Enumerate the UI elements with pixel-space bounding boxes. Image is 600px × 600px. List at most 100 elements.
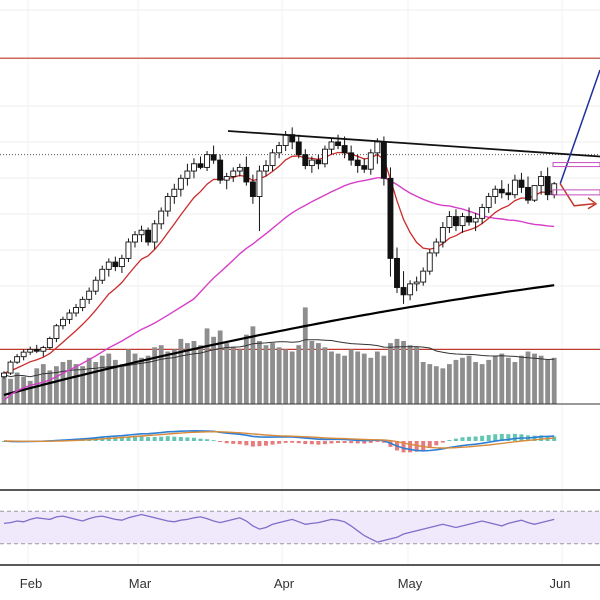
candle-up — [151, 223, 158, 243]
volume-bar — [525, 351, 531, 404]
volume-bar — [93, 362, 99, 404]
candle-down — [249, 181, 256, 197]
macd-histogram-bar — [368, 441, 373, 443]
volume-bar — [374, 351, 380, 404]
candle-up — [269, 152, 276, 167]
candle-down — [518, 179, 525, 188]
volume-bar — [479, 364, 485, 404]
volume-bar — [1, 374, 7, 404]
volume-bar — [243, 334, 249, 404]
candle-down — [315, 159, 322, 165]
volume-bar — [86, 357, 92, 404]
volume-bar — [473, 362, 478, 404]
bullish-projection-arrow — [559, 69, 600, 185]
candle-up — [92, 279, 99, 292]
rsi-panel — [0, 510, 600, 545]
volume-bar — [99, 355, 105, 404]
macd-histogram-bar — [191, 437, 196, 441]
candle-up — [367, 152, 374, 170]
volume-bar — [460, 357, 465, 404]
candle-down — [394, 257, 400, 288]
candle-down — [354, 159, 361, 167]
candle-up — [322, 148, 328, 165]
x-axis-tick-label: Apr — [274, 576, 295, 591]
volume-bar — [230, 347, 236, 404]
macd-histogram-bar — [460, 437, 465, 441]
candle-down — [505, 192, 512, 196]
candle-up — [426, 252, 433, 272]
macd-histogram-bar — [198, 438, 203, 441]
candle-up — [171, 188, 178, 197]
medium-moving-average-line — [3, 177, 555, 401]
macd-histogram-bar — [205, 439, 210, 441]
macd-histogram-bar — [539, 435, 544, 441]
candlesticks — [1, 127, 558, 379]
macd-histogram-bar — [467, 436, 472, 441]
volume-bar — [309, 341, 315, 404]
volume-bar — [289, 351, 295, 404]
macd-signal-line — [3, 430, 555, 449]
candle-up — [492, 188, 499, 197]
candle-down — [361, 165, 368, 170]
candle-up — [407, 283, 414, 296]
macd-panel — [2, 429, 557, 453]
candle-up — [485, 196, 492, 208]
volume-bar — [414, 347, 420, 404]
macd-histogram-bar — [316, 441, 321, 445]
candle-up — [531, 185, 538, 201]
macd-histogram-bar — [277, 441, 282, 444]
projection-arrows — [552, 69, 600, 210]
price-grid — [0, 0, 600, 565]
volume-bar — [217, 330, 223, 404]
x-axis-tick-label: May — [398, 576, 423, 591]
volume-bar — [139, 357, 144, 404]
candle-down — [544, 176, 551, 196]
macd-histogram-bar — [336, 441, 341, 444]
candle-up — [118, 257, 125, 268]
candle-up — [374, 141, 381, 154]
volume-bar — [447, 364, 452, 404]
candle-up — [263, 165, 269, 172]
candle-down — [348, 152, 355, 161]
volume-bar — [296, 345, 302, 404]
macd-histogram-bar — [126, 436, 131, 441]
macd-histogram-bar — [499, 434, 504, 441]
candle-up — [66, 312, 73, 320]
candle-up — [433, 241, 440, 254]
volume-bar — [67, 359, 72, 404]
volume-bar — [106, 353, 112, 404]
macd-histogram-bar — [349, 441, 354, 444]
macd-histogram-bar — [322, 441, 327, 445]
candle-up — [230, 170, 237, 177]
bearish-projection-arrow — [559, 183, 595, 207]
macd-histogram-bar — [401, 441, 406, 453]
macd-histogram-bar — [480, 435, 485, 441]
candle-up — [276, 145, 283, 154]
volume-bar — [453, 359, 459, 404]
volume-bar — [73, 364, 79, 404]
volume-bar — [14, 372, 20, 404]
candle-up — [73, 307, 80, 314]
candle-up — [190, 163, 197, 172]
volume-bar — [316, 343, 321, 404]
volume-bars — [1, 307, 557, 404]
candle-up — [538, 176, 545, 187]
volume-moving-average — [3, 339, 555, 378]
macd-histogram-bar — [447, 440, 452, 442]
macd-histogram-bar — [532, 435, 537, 441]
candle-up — [40, 347, 47, 352]
candle-up — [60, 318, 66, 327]
candle-up — [459, 216, 466, 227]
candle-down — [197, 163, 204, 168]
volume-bar — [158, 345, 164, 404]
candle-up — [551, 183, 558, 196]
macd-histogram-bar — [512, 433, 517, 441]
macd-histogram-bar — [355, 441, 360, 444]
volume-bar — [355, 351, 361, 404]
candle-up — [223, 176, 230, 181]
volume-bar — [440, 368, 446, 404]
volume-bar — [388, 343, 393, 404]
macd-histogram-bar — [250, 441, 255, 447]
